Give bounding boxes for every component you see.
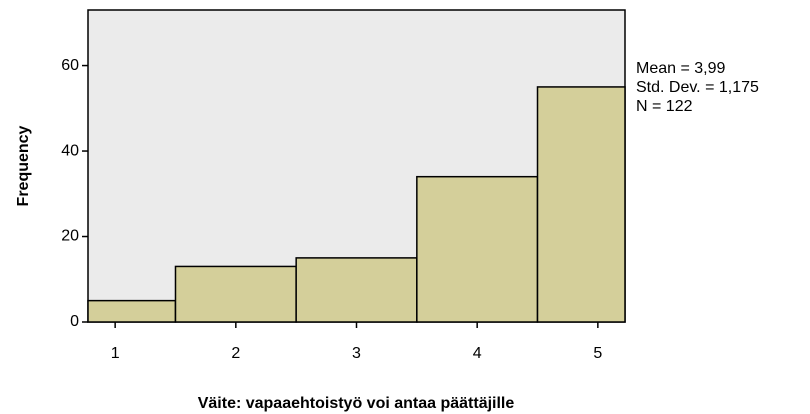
y-tick-label: 60 [61,57,79,74]
stat-annotation: N = 122 [636,98,693,115]
bar [295,257,418,323]
bar [174,265,297,323]
bar [536,86,626,323]
y-axis-label: Frequency [15,125,32,206]
x-tick-label: 4 [473,345,482,362]
x-tick-label: 2 [231,345,240,362]
bar [416,175,539,323]
stat-annotation: Std. Dev. = 1,175 [636,79,759,96]
stat-annotation: Mean = 3,99 [636,60,726,77]
bar [87,299,177,323]
y-tick-label: 20 [61,228,79,245]
x-tick-label: 5 [593,345,602,362]
y-tick-label: 0 [70,313,79,330]
y-tick-label: 40 [61,142,79,159]
x-tick-label: 3 [352,345,361,362]
x-tick-label: 1 [111,345,120,362]
x-axis-label: Väite: vapaaehtoistyö voi antaa päättäji… [198,395,515,412]
